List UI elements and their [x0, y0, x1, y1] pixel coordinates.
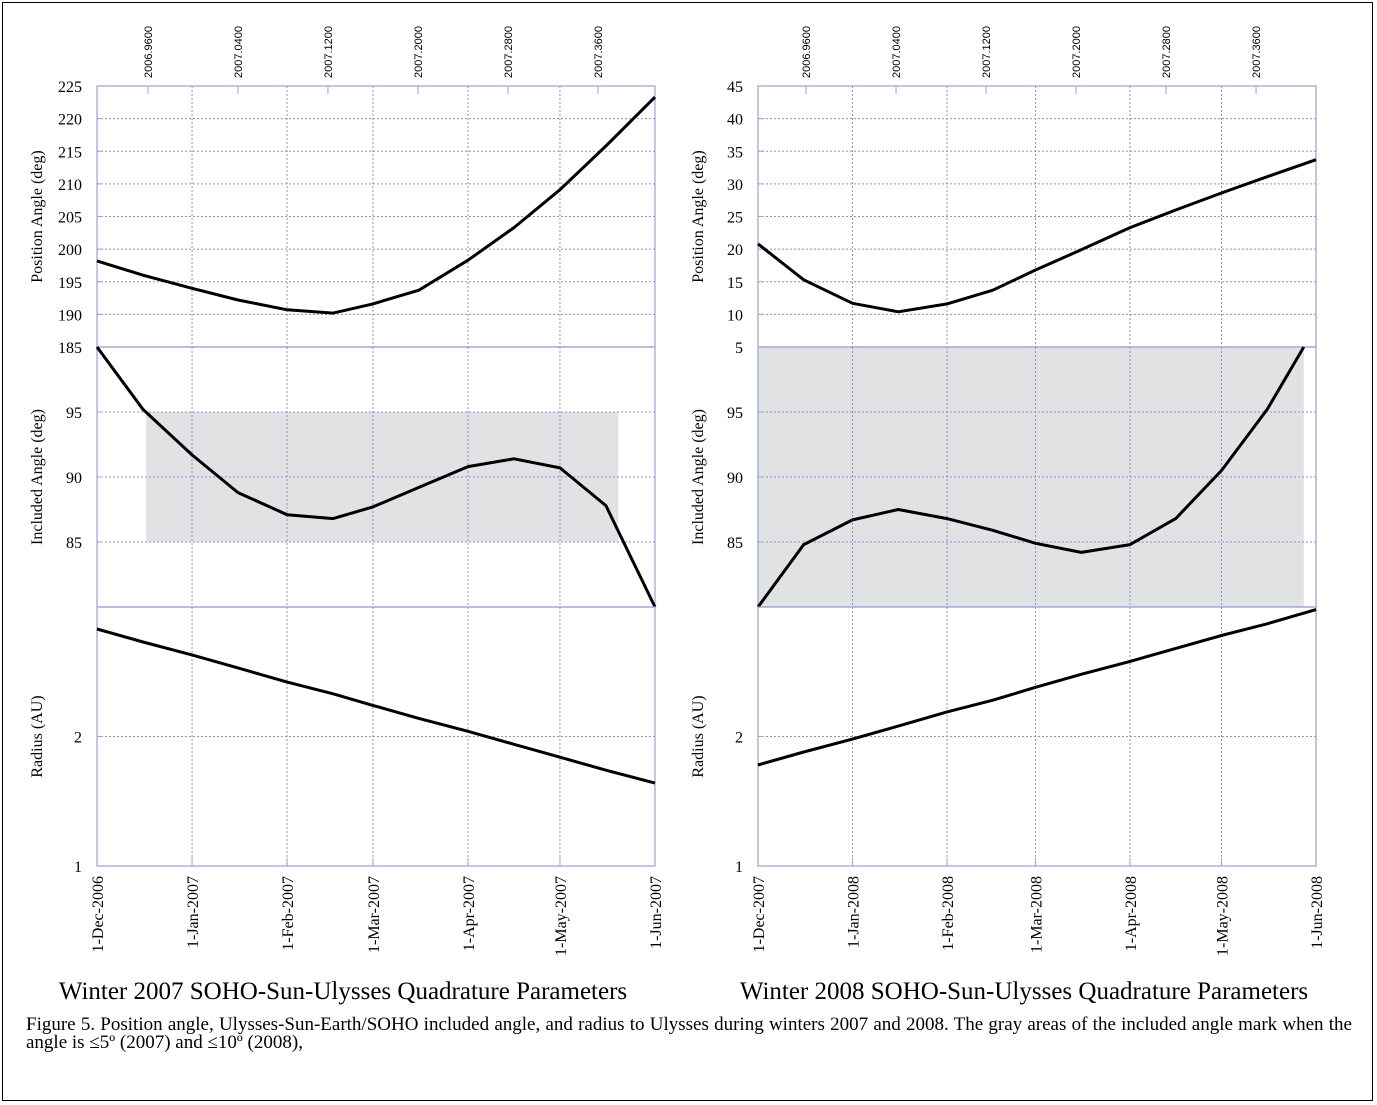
x-tick-label: 1-Apr-2008	[1123, 876, 1140, 951]
data-line	[756, 346, 1306, 608]
y-tick-label: 30	[727, 177, 743, 194]
x-tick-label: 1-Jan-2008	[846, 876, 863, 948]
y-tick-label: 225	[58, 79, 82, 96]
x-tick-label: 1-Apr-2007	[461, 876, 478, 951]
data-line	[757, 608, 1317, 767]
x-tick-label: 1-Mar-2007	[366, 876, 383, 953]
y-tick-label: 220	[58, 112, 82, 129]
y-tick-label: 85	[727, 535, 743, 552]
y-axis-label: Radius (AU)	[690, 695, 707, 777]
y-tick-label: 185	[58, 340, 82, 357]
plot-frame	[757, 606, 1317, 867]
x-tick-label: 1-Feb-2008	[940, 876, 957, 951]
x-tick-label: 1-May-2007	[553, 876, 570, 956]
y-tick-label: 210	[58, 177, 82, 194]
x2-tick-label: 2007.3600	[1251, 26, 1263, 78]
x-tick-label: 1-Jun-2007	[648, 876, 665, 949]
y-tick-label: 35	[727, 144, 743, 161]
plot-frame	[96, 85, 656, 348]
x2-tick-label: 2006.9600	[143, 26, 155, 78]
y-tick-label: 2	[735, 730, 743, 747]
x-tick-label: 1-Mar-2008	[1028, 876, 1045, 953]
data-line	[96, 96, 657, 315]
x2-tick-label: 2007.2000	[413, 26, 425, 78]
x2-tick-label: 2007.2800	[1161, 26, 1173, 78]
y-axis-label: Position Angle (deg)	[29, 150, 46, 282]
plot-frame	[757, 85, 1317, 348]
chart-title: Winter 2008 SOHO-Sun-Ulysses Quadrature …	[740, 978, 1308, 1005]
y-tick-label: 1	[735, 859, 743, 876]
x2-tick-label: 2007.3600	[593, 26, 605, 78]
y-axis-label: Position Angle (deg)	[690, 150, 707, 282]
y-tick-label: 90	[727, 470, 743, 487]
x2-tick-label: 2007.0400	[233, 26, 245, 78]
x2-tick-label: 2007.0400	[891, 26, 903, 78]
y-tick-label: 95	[66, 405, 82, 422]
data-line	[95, 346, 657, 608]
x-tick-label: 1-Dec-2006	[90, 876, 107, 952]
y-axis-label: Included Angle (deg)	[29, 409, 46, 545]
x-tick-label: 1-Feb-2007	[280, 876, 297, 951]
y-tick-label: 195	[58, 275, 82, 292]
y-tick-label: 20	[727, 242, 743, 259]
x2-tick-label: 2007.1200	[323, 26, 335, 78]
y-tick-label: 15	[727, 275, 743, 292]
y-tick-label: 90	[66, 470, 82, 487]
y-tick-label: 1	[74, 859, 82, 876]
y-tick-label: 85	[66, 535, 82, 552]
y-tick-label: 215	[58, 144, 82, 161]
y-tick-label: 5	[735, 340, 743, 357]
y-tick-label: 10	[727, 307, 743, 324]
plot-frame	[96, 606, 656, 867]
caption: Figure 5. Position angle, Ulysses-Sun-Ea…	[26, 1014, 1352, 1053]
y-tick-label: 205	[58, 210, 82, 227]
x-tick-label: 1-Jun-2008	[1309, 876, 1326, 949]
y-axis-label: Radius (AU)	[29, 695, 46, 777]
x2-tick-label: 2007.2000	[1071, 26, 1083, 78]
x2-tick-label: 2007.1200	[981, 26, 993, 78]
x-tick-label: 1-May-2008	[1214, 876, 1231, 956]
x2-tick-label: 2007.2800	[503, 26, 515, 78]
x-tick-label: 1-Jan-2007	[185, 876, 202, 948]
y-tick-label: 200	[58, 242, 82, 259]
x-tick-label: 1-Dec-2007	[751, 876, 768, 952]
chart-title: Winter 2007 SOHO-Sun-Ulysses Quadrature …	[59, 978, 627, 1005]
y-tick-label: 40	[727, 112, 743, 129]
y-tick-label: 190	[58, 307, 82, 324]
data-line	[757, 158, 1317, 314]
data-line	[96, 627, 656, 785]
y-axis-label: Included Angle (deg)	[690, 409, 707, 545]
y-tick-label: 95	[727, 405, 743, 422]
y-tick-label: 2	[74, 730, 82, 747]
y-tick-label: 25	[727, 210, 743, 227]
x2-tick-label: 2006.9600	[801, 26, 813, 78]
y-tick-label: 45	[727, 79, 743, 96]
